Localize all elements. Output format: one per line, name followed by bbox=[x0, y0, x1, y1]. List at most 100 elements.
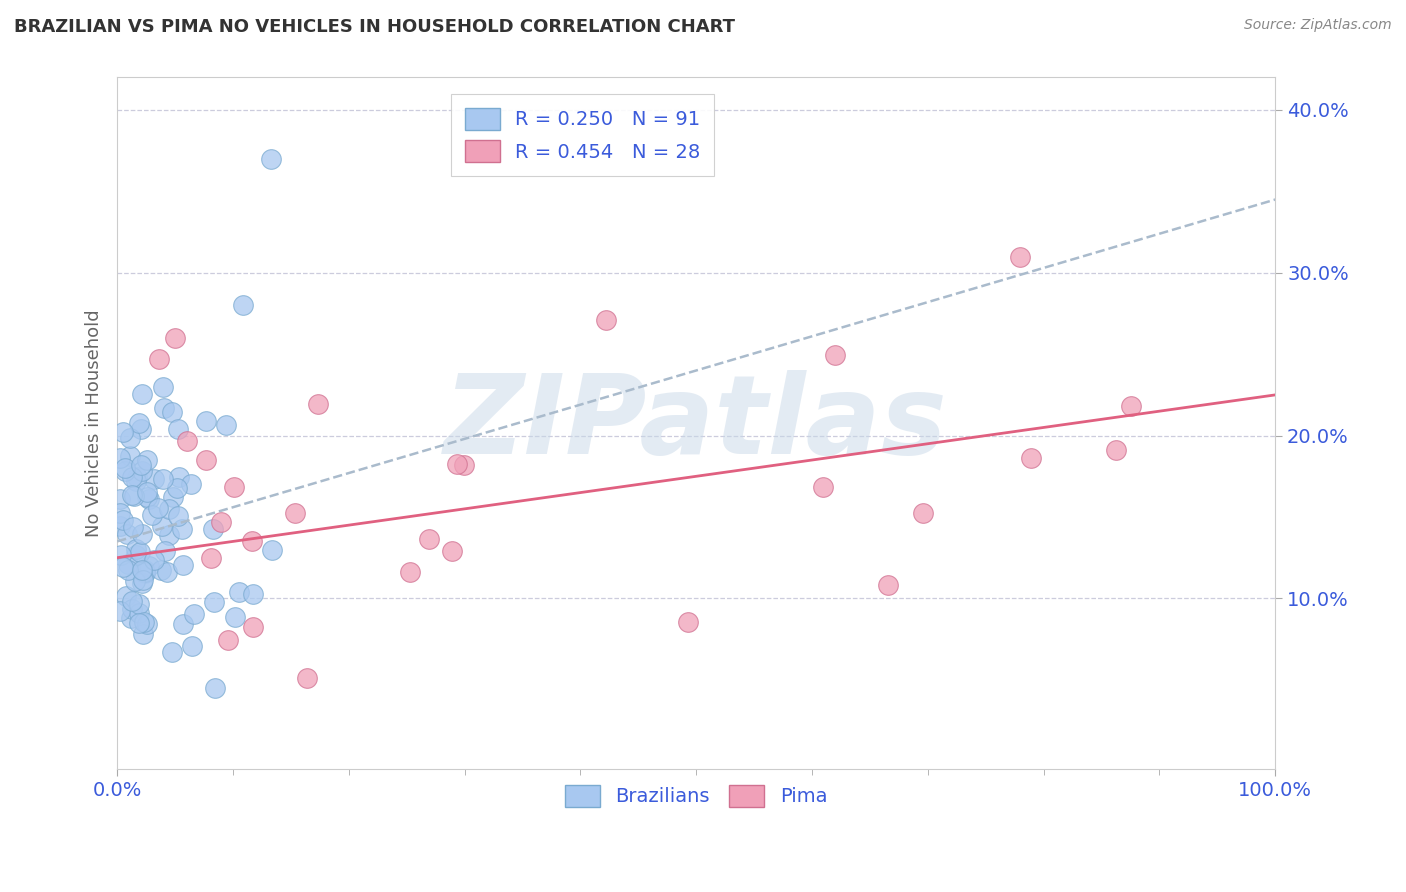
Point bbox=[131, 387, 153, 401]
Point bbox=[120, 611, 142, 625]
Point bbox=[111, 512, 134, 526]
Point bbox=[117, 557, 139, 571]
Point bbox=[128, 597, 150, 611]
Point bbox=[152, 401, 174, 416]
Point bbox=[148, 352, 170, 367]
Point bbox=[118, 449, 141, 463]
Point bbox=[125, 548, 148, 562]
Point bbox=[194, 414, 217, 428]
Point bbox=[121, 594, 143, 608]
Legend: Brazilians, Pima: Brazilians, Pima bbox=[557, 777, 835, 815]
Point bbox=[166, 422, 188, 436]
Point bbox=[824, 348, 846, 362]
Point bbox=[295, 671, 318, 685]
Point bbox=[284, 506, 307, 520]
Point bbox=[117, 563, 139, 577]
Point bbox=[108, 492, 131, 507]
Point bbox=[143, 473, 166, 487]
Point bbox=[121, 488, 143, 502]
Point bbox=[121, 470, 143, 484]
Point bbox=[155, 543, 177, 558]
Point bbox=[115, 589, 138, 603]
Point bbox=[209, 515, 232, 529]
Point bbox=[204, 681, 226, 695]
Point bbox=[114, 464, 136, 478]
Point bbox=[242, 587, 264, 601]
Point bbox=[876, 578, 898, 592]
Point bbox=[132, 565, 155, 579]
Point bbox=[128, 616, 150, 631]
Point bbox=[128, 416, 150, 430]
Point bbox=[142, 552, 165, 566]
Point bbox=[124, 574, 146, 589]
Point bbox=[128, 606, 150, 620]
Point bbox=[217, 632, 239, 647]
Point bbox=[676, 615, 699, 629]
Point bbox=[446, 457, 468, 471]
Y-axis label: No Vehicles in Household: No Vehicles in Household bbox=[86, 310, 103, 537]
Point bbox=[131, 563, 153, 577]
Point bbox=[224, 610, 246, 624]
Point bbox=[202, 595, 225, 609]
Point bbox=[195, 453, 218, 467]
Point bbox=[260, 152, 283, 166]
Point bbox=[128, 545, 150, 559]
Text: ZIPatlas: ZIPatlas bbox=[444, 370, 948, 477]
Point bbox=[160, 645, 183, 659]
Point bbox=[228, 585, 250, 599]
Point bbox=[157, 501, 180, 516]
Point bbox=[112, 425, 135, 439]
Point bbox=[131, 576, 153, 591]
Point bbox=[120, 431, 142, 445]
Point bbox=[215, 417, 238, 432]
Point bbox=[138, 558, 160, 573]
Point bbox=[129, 458, 152, 472]
Point bbox=[134, 615, 156, 629]
Point bbox=[134, 566, 156, 580]
Point bbox=[129, 422, 152, 436]
Point bbox=[167, 470, 190, 484]
Point bbox=[911, 506, 934, 520]
Point bbox=[134, 566, 156, 581]
Point bbox=[156, 565, 179, 579]
Point bbox=[242, 620, 264, 634]
Point bbox=[183, 607, 205, 621]
Point bbox=[132, 626, 155, 640]
Point bbox=[108, 604, 131, 618]
Point bbox=[160, 405, 183, 419]
Point bbox=[162, 490, 184, 504]
Point bbox=[170, 522, 193, 536]
Point bbox=[108, 450, 131, 465]
Point bbox=[136, 490, 159, 504]
Point bbox=[136, 452, 159, 467]
Point bbox=[149, 563, 172, 577]
Point bbox=[307, 397, 329, 411]
Text: Source: ZipAtlas.com: Source: ZipAtlas.com bbox=[1244, 18, 1392, 32]
Point bbox=[180, 639, 202, 653]
Point bbox=[1010, 250, 1032, 264]
Point bbox=[440, 544, 463, 558]
Point bbox=[131, 526, 153, 541]
Point bbox=[398, 565, 420, 579]
Point bbox=[136, 617, 159, 632]
Point bbox=[150, 518, 173, 533]
Point bbox=[232, 298, 254, 312]
Point bbox=[172, 558, 194, 572]
Point bbox=[166, 481, 188, 495]
Point bbox=[453, 458, 475, 472]
Point bbox=[240, 534, 263, 549]
Point bbox=[125, 470, 148, 484]
Point bbox=[136, 484, 159, 499]
Point bbox=[180, 477, 202, 491]
Point bbox=[1019, 451, 1042, 466]
Point bbox=[418, 532, 440, 546]
Point bbox=[146, 500, 169, 515]
Point bbox=[141, 508, 163, 523]
Point bbox=[108, 506, 131, 520]
Point bbox=[1119, 399, 1142, 413]
Point bbox=[595, 312, 617, 326]
Point bbox=[165, 331, 187, 345]
Point bbox=[122, 489, 145, 503]
Point bbox=[176, 434, 198, 449]
Point bbox=[125, 542, 148, 557]
